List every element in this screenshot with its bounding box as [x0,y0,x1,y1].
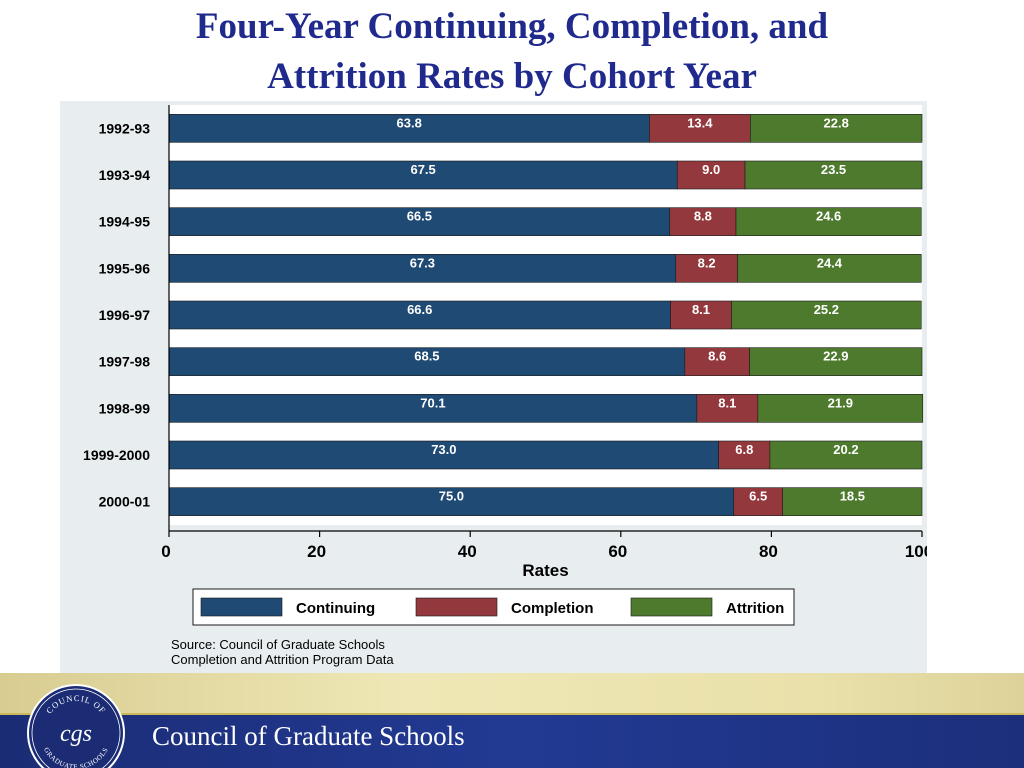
bar-segment [676,160,746,190]
y-tick-label: 1995-96 [99,260,151,276]
data-label: 6.5 [749,489,767,504]
bar-segment [737,254,922,283]
bar-segment [168,394,698,423]
data-label: 24.4 [817,255,843,270]
source-note-line: Completion and Attrition Program Data [171,652,394,667]
data-label: 63.8 [397,115,422,130]
data-label: 67.5 [410,162,435,177]
data-label: 67.3 [410,255,435,270]
stacked-bar-chart: 1992-93 63.8 13.4 22.8 1993-94 67.5 9.0 23.5 199… [83,105,927,667]
data-label: 75.0 [439,489,464,504]
data-label: 8.2 [698,255,716,270]
x-tick-label: 100 [905,542,927,561]
data-label: 20.2 [833,442,858,457]
data-label: 21.9 [828,395,853,410]
data-label: 73.0 [431,442,456,457]
y-tick-label: 1998-99 [99,400,151,416]
bar-segment [718,440,771,470]
bar-segment [168,160,678,190]
bar-segment [168,207,671,236]
bar-segment [168,347,686,376]
legend-swatch [200,597,283,617]
data-label: 8.1 [718,395,736,410]
legend-label: Attrition [726,600,784,617]
legend-label: Completion [511,600,594,617]
bar-segment [749,347,923,376]
data-label: 22.8 [824,115,849,130]
data-label: 13.4 [687,115,713,130]
slide-title-line-2: Attrition Rates by Cohort Year [267,56,757,97]
bar-segment [750,114,923,143]
bar-segment [731,300,922,330]
data-label: 24.6 [816,209,841,224]
data-label: 9.0 [702,162,720,177]
bar-segment [168,300,671,330]
cgs-seal-logo: COUNCIL OF cgs GRADUATE SCHOOLS [27,684,125,768]
data-label: 68.5 [414,349,439,364]
chart-panel: 1992-93 63.8 13.4 22.8 1993-94 67.5 9.0 23.5 199… [60,101,927,673]
bar-segment [168,440,719,470]
data-label: 6.8 [735,442,753,457]
y-tick-label: 1996-97 [99,307,151,323]
y-tick-label: 1994-95 [99,214,151,230]
source-note-line: Source: Council of Graduate Schools [171,637,385,652]
legend-swatch [630,597,713,617]
y-tick-label: 1999-2000 [83,447,150,463]
slide-title: Four-Year Continuing, Completion, and At… [0,2,1024,102]
x-tick-label: 60 [608,542,627,561]
y-tick-label: 1992-93 [99,120,151,136]
data-label: 25.2 [814,302,839,317]
bar-segment [670,300,732,330]
data-label: 23.5 [821,162,846,177]
data-label: 22.9 [823,349,848,364]
footer-gold-band [0,673,1024,713]
x-tick-label: 40 [458,542,477,561]
bar-segment [735,207,922,236]
bar-segment [649,114,751,143]
organization-name: Council of Graduate Schools [152,721,465,751]
bar-segment [782,487,923,516]
y-tick-label: 1993-94 [99,167,151,183]
y-tick-label: 1997-98 [99,354,151,370]
y-tick-label: 2000-01 [99,494,151,510]
x-tick-label: 0 [161,542,170,561]
bar-segment [696,394,759,423]
bar-segment [757,394,924,423]
x-axis-title: Rates [522,561,568,580]
bar-segment [733,487,783,516]
bar-segment [669,207,737,236]
data-label: 8.1 [692,302,710,317]
data-label: 66.6 [407,302,432,317]
data-label: 8.6 [708,349,726,364]
x-tick-label: 20 [307,542,326,561]
legend-swatch [415,597,498,617]
slide-title-line-1: Four-Year Continuing, Completion, and [195,6,829,47]
data-label: 66.5 [407,209,432,224]
bar-segment [684,347,750,376]
legend-label: Continuing [296,600,375,617]
x-tick-label: 80 [759,542,778,561]
bar-segment [744,160,923,190]
bar-segment [168,254,677,283]
bar-segment [168,487,735,516]
footer-banner: COUNCIL OF cgs GRADUATE SCHOOLS Council … [0,673,1024,768]
data-label: 70.1 [420,395,445,410]
bar-segment [769,440,923,470]
footer-blue-band [0,713,1024,768]
logo-text-mid: cgs [60,721,92,747]
data-label: 18.5 [840,489,865,504]
footer-divider [0,713,1024,715]
bar-segment [675,254,738,283]
data-label: 8.8 [694,209,712,224]
bar-segment [168,114,650,143]
